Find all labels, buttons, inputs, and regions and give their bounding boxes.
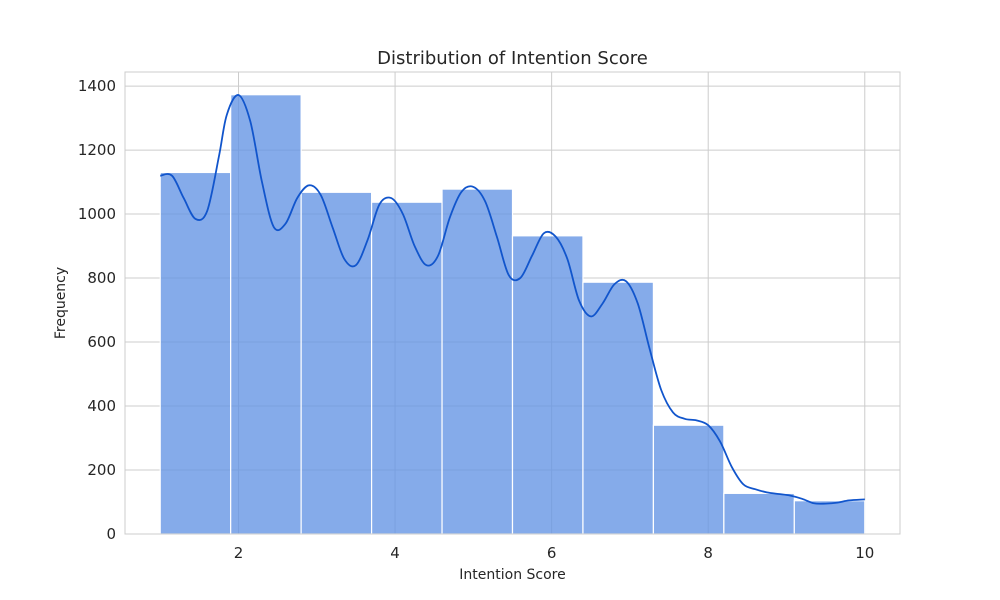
y-tick-label: 400 xyxy=(87,397,116,415)
tick-layer: 2 4 6 8 10 0 200 400 600 800 1000 1200 1400 xyxy=(78,77,875,562)
histogram-bar xyxy=(511,235,584,535)
x-tick-label: 8 xyxy=(703,544,713,562)
histogram-bar xyxy=(441,188,514,535)
y-tick-label: 800 xyxy=(87,269,116,287)
plot-frame xyxy=(124,71,901,535)
histogram-bar xyxy=(723,492,795,535)
x-tick-label: 6 xyxy=(547,544,557,562)
y-axis-label: Frequency xyxy=(53,267,69,339)
x-tick-label: 10 xyxy=(855,544,874,562)
y-tick-label: 1000 xyxy=(78,205,116,223)
histogram-bar xyxy=(370,201,443,535)
kde-layer xyxy=(160,94,865,505)
histogram-bar xyxy=(793,500,866,535)
y-tick-label: 600 xyxy=(87,333,116,351)
histogram-bar xyxy=(582,281,655,535)
histogram-bar xyxy=(300,191,373,535)
chart-title: Distribution of Intention Score xyxy=(377,48,648,69)
kde-curve xyxy=(160,94,865,505)
y-tick-label: 1400 xyxy=(78,77,116,95)
histogram-bar xyxy=(159,171,232,535)
histogram-bar xyxy=(652,424,725,535)
y-tick-label: 0 xyxy=(106,525,116,543)
y-tick-label: 1200 xyxy=(78,141,116,159)
histogram-bar xyxy=(230,94,302,535)
x-tick-label: 2 xyxy=(234,544,244,562)
x-tick-label: 4 xyxy=(390,544,400,562)
bar-layer xyxy=(159,94,866,535)
x-axis-label: Intention Score xyxy=(459,567,565,583)
y-tick-label: 200 xyxy=(87,461,116,479)
